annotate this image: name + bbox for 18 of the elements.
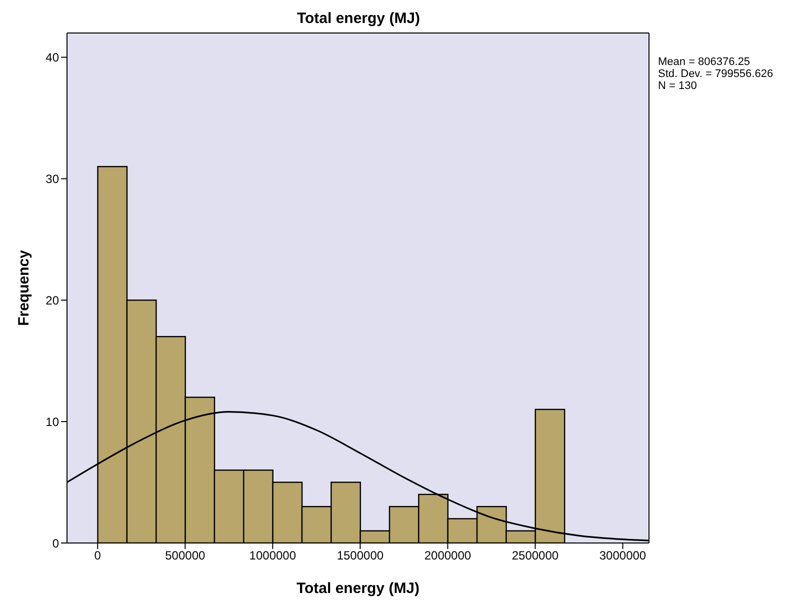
y-tick-label: 40 xyxy=(46,50,60,65)
x-tick-label: 2000000 xyxy=(424,548,472,563)
x-tick-label: 1000000 xyxy=(249,548,296,563)
x-tick-label: 1500000 xyxy=(336,548,384,563)
text: Mean = 806376.25 xyxy=(658,56,752,68)
y-tick-label: 30 xyxy=(46,172,60,186)
x-tick-label: 500000 xyxy=(165,548,206,563)
y-tick-label: 0 xyxy=(52,536,60,550)
x-tick-label: 0 xyxy=(94,548,102,563)
x-tick-label: 2500000 xyxy=(512,548,559,563)
text: N = 130 xyxy=(658,80,698,92)
chart-title: Total energy (MJ) xyxy=(296,10,422,27)
x-tick-label: 3000000 xyxy=(599,548,646,563)
y-tick-label: 20 xyxy=(46,293,60,308)
y-axis-title: Frequency xyxy=(15,249,32,326)
text: Std. Dev. = 799556.626 xyxy=(658,68,774,80)
x-axis-title: Total energy (MJ) xyxy=(296,580,420,597)
y-tick-label: 10 xyxy=(46,414,60,429)
